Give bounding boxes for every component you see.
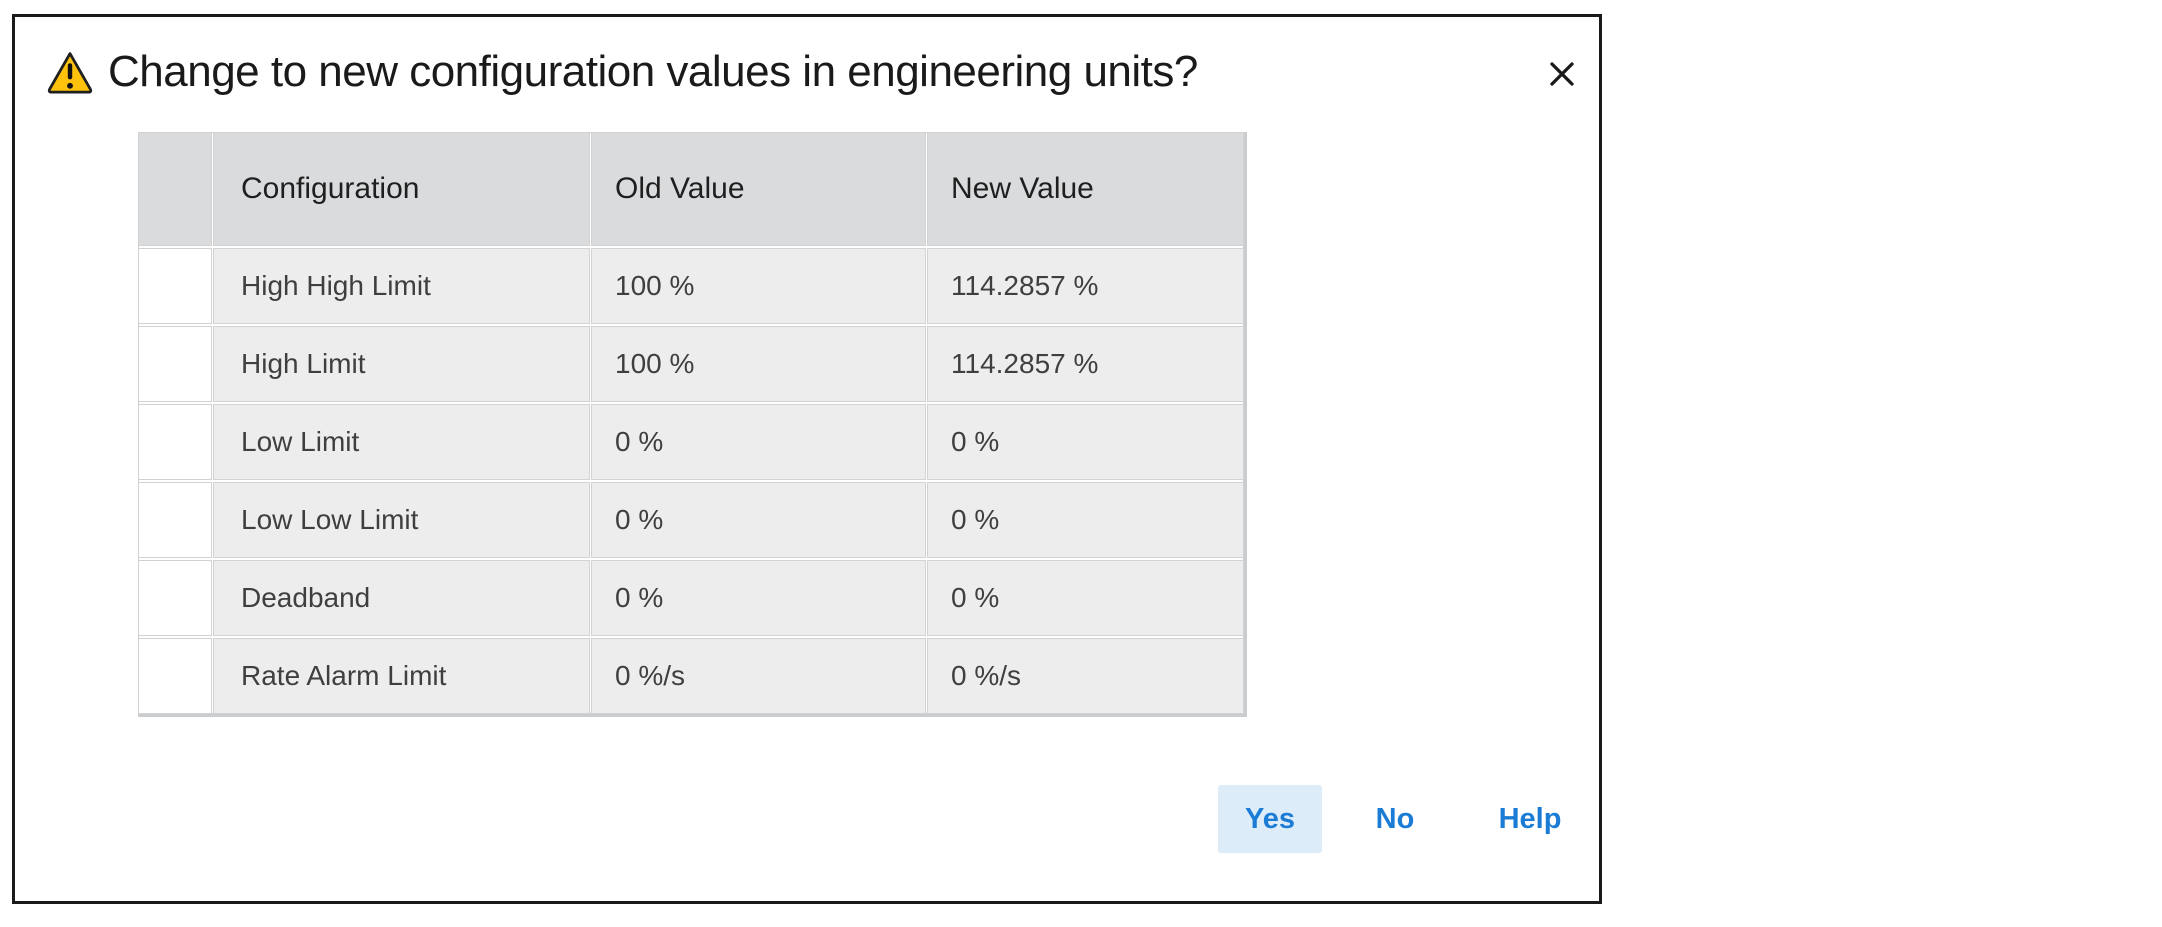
row-selector-cell[interactable] — [138, 248, 212, 324]
dialog-title: Change to new configuration values in en… — [108, 47, 1198, 96]
new-value-cell: 0 % — [927, 404, 1244, 480]
new-value-cell: 0 % — [927, 482, 1244, 558]
configuration-table: Configuration Old Value New Value High H… — [138, 132, 1247, 717]
new-value-cell: 0 % — [927, 560, 1244, 636]
old-value-cell: 0 % — [591, 404, 926, 480]
row-selector-cell[interactable] — [138, 560, 212, 636]
row-selector-cell[interactable] — [138, 404, 212, 480]
configuration-grid: Configuration Old Value New Value High H… — [138, 132, 1244, 714]
close-x-glyph — [1550, 62, 1574, 86]
new-value-cell: 0 %/s — [927, 638, 1244, 714]
header-old-value: Old Value — [591, 132, 926, 246]
header-new-value: New Value — [927, 132, 1244, 246]
row-selector-cell[interactable] — [138, 638, 212, 714]
new-value-cell: 114.2857 % — [927, 248, 1244, 324]
old-value-cell: 100 % — [591, 326, 926, 402]
no-button[interactable]: No — [1343, 785, 1447, 853]
configuration-cell: Rate Alarm Limit — [213, 638, 590, 714]
configuration-cell: Deadband — [213, 560, 590, 636]
confirmation-dialog: Change to new configuration values in en… — [12, 14, 1602, 904]
help-button[interactable]: Help — [1478, 785, 1582, 853]
warning-icon — [47, 52, 93, 94]
configuration-cell: Low Limit — [213, 404, 590, 480]
row-selector-cell[interactable] — [138, 482, 212, 558]
old-value-cell: 0 %/s — [591, 638, 926, 714]
new-value-cell: 114.2857 % — [927, 326, 1244, 402]
configuration-cell: High High Limit — [213, 248, 590, 324]
yes-button[interactable]: Yes — [1218, 785, 1322, 853]
old-value-cell: 0 % — [591, 482, 926, 558]
close-icon[interactable] — [1538, 50, 1586, 98]
row-selector-cell[interactable] — [138, 326, 212, 402]
dialog-header: Change to new configuration values in en… — [46, 35, 1198, 109]
header-row-selector — [138, 132, 212, 246]
old-value-cell: 0 % — [591, 560, 926, 636]
header-configuration: Configuration — [213, 132, 590, 246]
configuration-cell: High Limit — [213, 326, 590, 402]
configuration-cell: Low Low Limit — [213, 482, 590, 558]
old-value-cell: 100 % — [591, 248, 926, 324]
